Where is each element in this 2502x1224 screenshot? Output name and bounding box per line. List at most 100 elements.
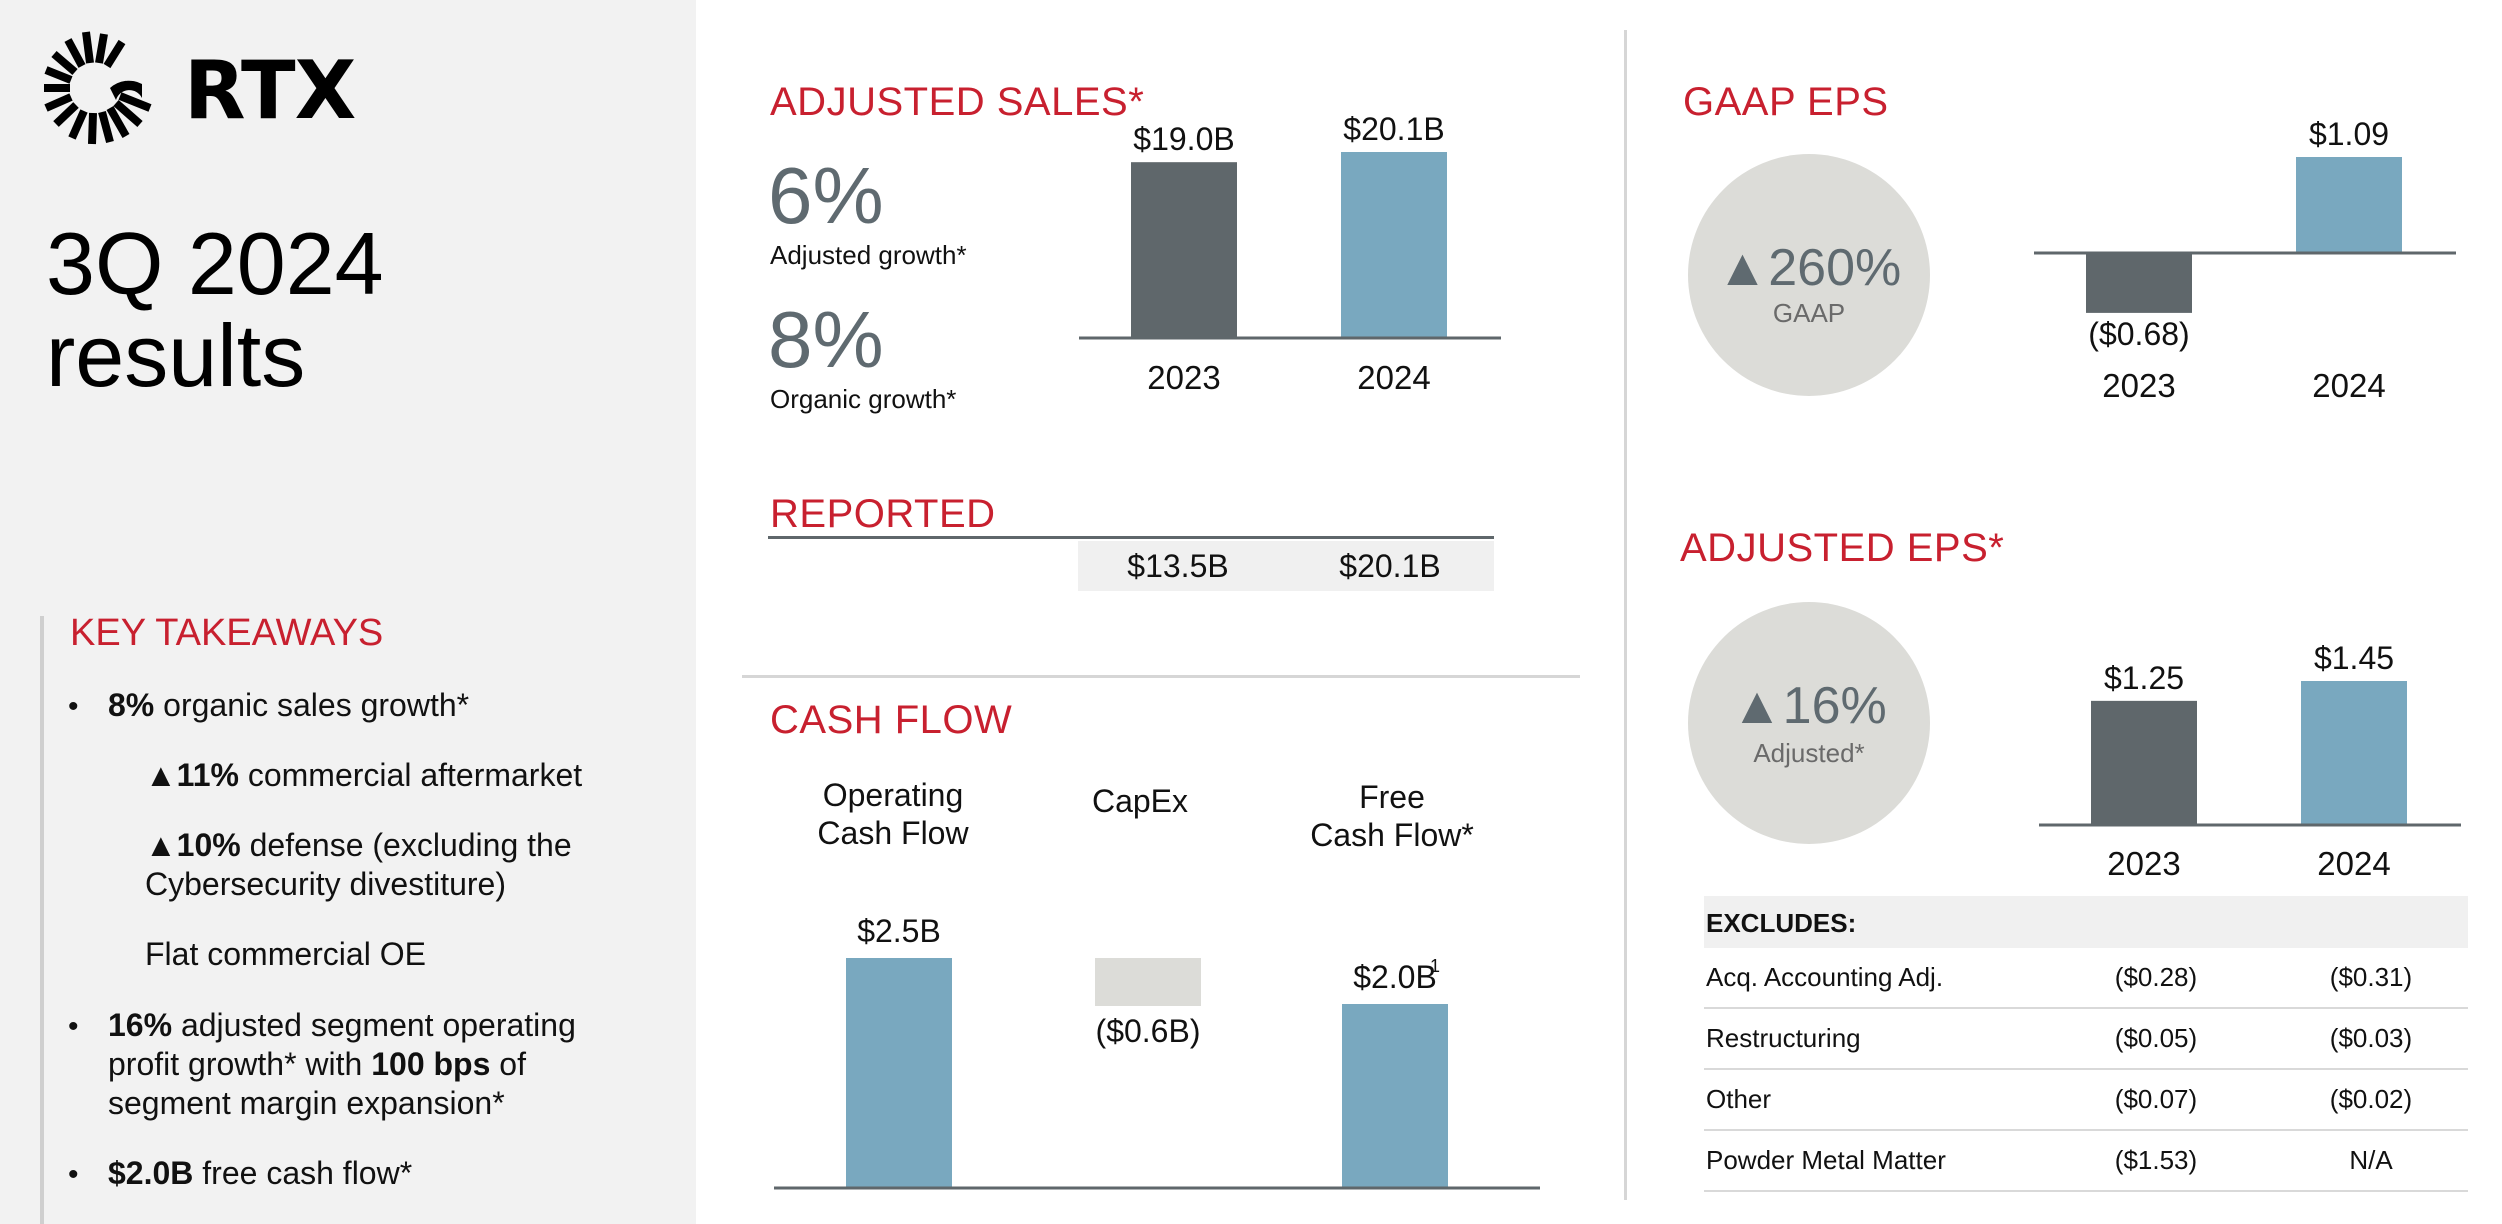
- bar-2023: [2086, 253, 2192, 313]
- takeaway-sub-2: ▲10% defense (excluding the Cybersecurit…: [145, 826, 572, 904]
- excludes-row: Powder Metal Matter ($1.53) N/A: [1706, 1145, 2466, 1185]
- free-cash-flow-footnote: 1: [1430, 956, 1441, 976]
- excludes-row-divider: [1704, 1068, 2468, 1070]
- tick-label-2023: 2023: [2107, 845, 2180, 882]
- excludes-row-2023: ($0.28): [2114, 962, 2198, 992]
- bar-2023: [2091, 700, 2197, 825]
- adjusted-eps-chart: $1.25 2023 $1.45 2024: [2039, 640, 2461, 882]
- bar-capex: [1095, 958, 1201, 1006]
- excludes-heading: EXCLUDES:: [1706, 908, 1857, 938]
- adjusted-growth-value: 6%: [768, 151, 884, 240]
- takeaway-1-bold: 8%: [108, 687, 155, 723]
- takeaway-3-rest: free cash flow*: [193, 1155, 413, 1191]
- takeaway-sub-2-line2: Cybersecurity divestiture): [145, 866, 506, 902]
- gaap-growth-label: GAAP: [1772, 298, 1846, 328]
- takeaway-sub-1: ▲11% commercial aftermarket: [145, 756, 582, 795]
- data-label-free-cash-flow-: $2.0B: [1353, 959, 1437, 995]
- excludes-row-divider: [1704, 1190, 2468, 1192]
- sidebar-panel: [0, 0, 696, 1224]
- column-divider: [1624, 30, 1627, 1200]
- capex-label: CapEx: [1091, 783, 1189, 819]
- reported-rule: [768, 536, 1494, 539]
- operating-cash-flow-label-line2: Cash Flow: [817, 815, 969, 851]
- takeaway-2-bold: 16%: [108, 1007, 173, 1043]
- excludes-row-label: Acq. Accounting Adj.: [1706, 962, 1944, 992]
- excludes-row-2023: ($0.07): [2114, 1084, 2198, 1114]
- gaap-growth-circle: [1688, 154, 1930, 396]
- bullet-glyph: •: [68, 690, 79, 723]
- excludes-row: Acq. Accounting Adj. ($0.28) ($0.31): [1706, 962, 2466, 1002]
- reported-values-band: [1078, 541, 1494, 591]
- tick-label-2024: 2024: [2317, 845, 2390, 882]
- gaap-growth-value: ▲260%: [1716, 239, 1902, 297]
- takeaway-sub-3: Flat commercial OE: [145, 936, 426, 972]
- adjusted-eps-growth-value: ▲16%: [1731, 677, 1887, 735]
- gaap-eps-heading: GAAP EPS: [1683, 80, 1889, 124]
- free-cash-flow-label-line2: Cash Flow*: [1310, 817, 1474, 853]
- organic-growth-value: 8%: [768, 295, 884, 384]
- takeaway-bullet-2: •: [68, 1006, 79, 1046]
- excludes-header-band: [1704, 896, 2468, 948]
- excludes-row: Other ($0.07) ($0.02): [1706, 1084, 2466, 1124]
- excludes-row-divider: [1704, 1129, 2468, 1131]
- excludes-row-2024: ($0.31): [2329, 962, 2413, 992]
- takeaway-bullet-1: •: [68, 686, 79, 726]
- adjusted-growth-label: Adjusted growth*: [770, 240, 967, 270]
- takeaway-3-text: $2.0B free cash flow*: [108, 1154, 412, 1193]
- operating-cash-flow-label: Operating Cash Flow: [793, 776, 993, 852]
- bar-free-cash-flow-: [1342, 1004, 1448, 1188]
- bullet-glyph: •: [68, 1158, 79, 1191]
- cash-flow-heading: CASH FLOW: [770, 698, 1013, 742]
- data-label-2024: $1.45: [2314, 640, 2394, 676]
- reported-2024-value: $20.1B: [1339, 548, 1441, 584]
- section-divider: [742, 675, 1580, 678]
- bullet-glyph: •: [68, 1010, 79, 1043]
- takeaway-2-rest: adjusted segment operating: [172, 1007, 576, 1043]
- adjusted-eps-heading: ADJUSTED EPS*: [1680, 526, 2005, 570]
- bar-2024: [2301, 681, 2407, 825]
- excludes-row-2024: ($0.02): [2329, 1084, 2413, 1114]
- takeaway-3-bold: $2.0B: [108, 1155, 194, 1191]
- data-label-2024: $20.1B: [1343, 111, 1444, 147]
- operating-cash-flow-label-line1: Operating: [822, 777, 964, 813]
- reported-heading: REPORTED: [770, 492, 996, 536]
- tick-label-2024: 2024: [1357, 359, 1430, 396]
- excludes-row-label: Restructuring: [1706, 1023, 1861, 1053]
- takeaway-sub-1-bold: ▲11%: [145, 757, 239, 793]
- takeaway-1-rest: organic sales growth*: [154, 687, 470, 723]
- excludes-row: Restructuring ($0.05) ($0.03): [1706, 1023, 2466, 1063]
- tick-label-2023: 2023: [2102, 367, 2175, 404]
- adjusted-growth-circle: [1688, 602, 1930, 844]
- bar-2023: [1131, 162, 1237, 338]
- excludes-row-2024: N/A: [2349, 1145, 2393, 1175]
- data-label-2023: $1.25: [2104, 660, 2184, 696]
- adjusted-sales-heading: ADJUSTED SALES*: [770, 80, 1145, 124]
- adjusted-eps-growth-label: Adjusted*: [1753, 738, 1865, 768]
- tick-label-2024: 2024: [2312, 367, 2385, 404]
- gaap-eps-chart: ($0.68) 2023 $1.09 2024: [2034, 116, 2456, 404]
- takeaway-sub-2-rest: defense (excluding the: [240, 827, 572, 863]
- takeaway-2-line3: segment margin expansion*: [108, 1085, 505, 1121]
- excludes-row-label: Other: [1706, 1084, 1772, 1114]
- takeaway-1-text: 8% organic sales growth*: [108, 686, 469, 725]
- logo-wordmark: RTX: [184, 44, 356, 137]
- takeaway-sub-1-rest: commercial aftermarket: [238, 757, 583, 793]
- takeaways-accent-bar: [40, 616, 44, 1224]
- takeaway-2-line2a: profit growth* with: [108, 1046, 372, 1082]
- excludes-row-2024: ($0.03): [2329, 1023, 2413, 1053]
- free-cash-flow-label-line1: Free: [1359, 779, 1425, 815]
- reported-2023-value: $13.5B: [1127, 548, 1229, 584]
- excludes-row-2023: ($0.05): [2114, 1023, 2198, 1053]
- data-label-capex: ($0.6B): [1096, 1013, 1201, 1049]
- organic-growth-label: Organic growth*: [770, 384, 957, 414]
- takeaway-2-line2b: of: [490, 1046, 526, 1082]
- excludes-row-divider: [1704, 1007, 2468, 1009]
- page-title-line2: results: [46, 306, 306, 405]
- free-cash-flow-label: Free Cash Flow*: [1292, 778, 1492, 854]
- takeaway-sub-2-bold: ▲10%: [145, 827, 241, 863]
- takeaway-2-text: 16% adjusted segment operating profit gr…: [108, 1006, 576, 1123]
- bar-2024: [2296, 157, 2402, 253]
- page-title: 3Q 2024 results: [46, 218, 384, 402]
- data-label-2024: $1.09: [2309, 116, 2389, 152]
- data-label-operating-cash-flow: $2.5B: [857, 913, 941, 949]
